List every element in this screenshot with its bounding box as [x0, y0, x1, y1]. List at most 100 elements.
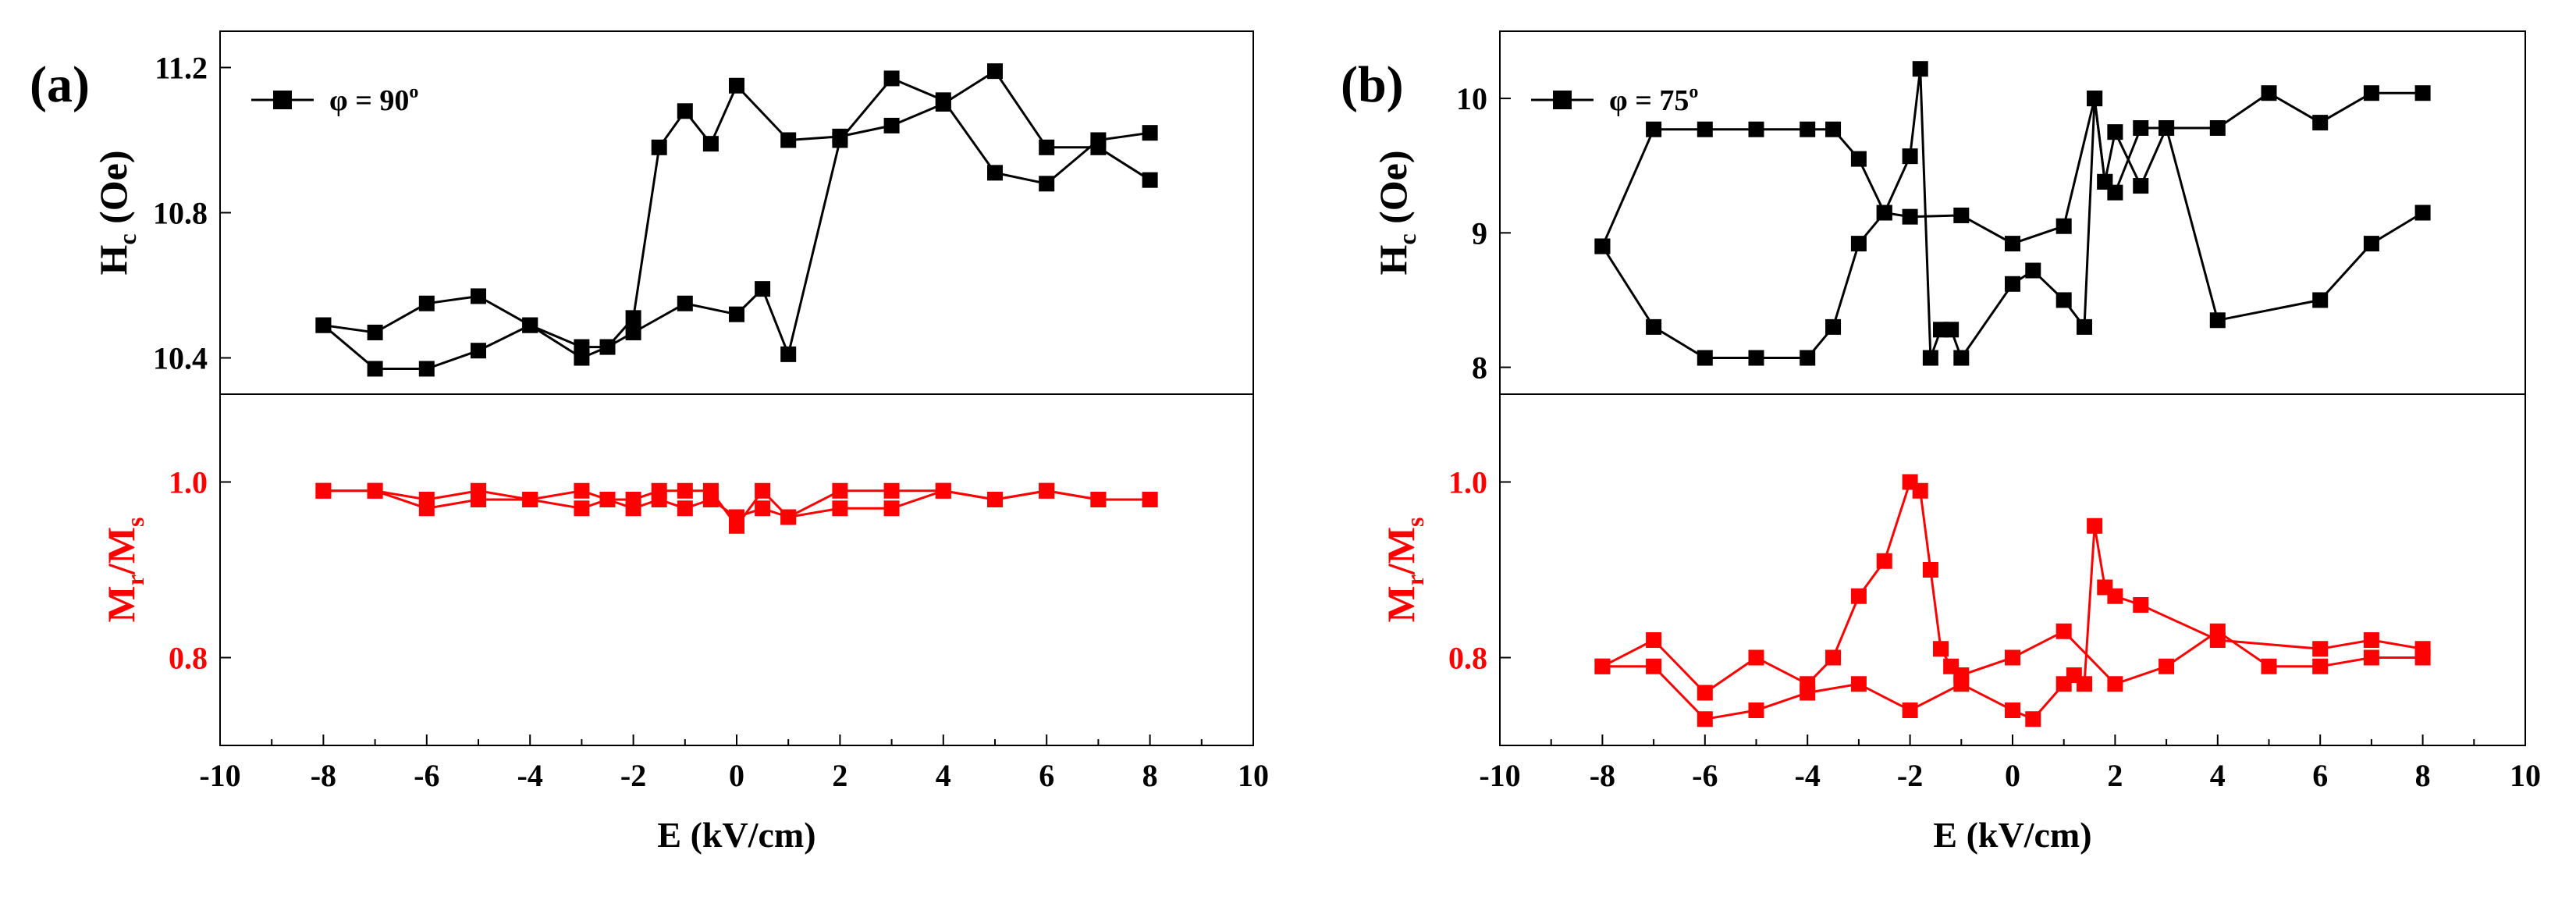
hc-data-point — [987, 63, 1003, 80]
hc-data-point — [987, 165, 1003, 181]
hc-axis-label: Hc (Oe) — [91, 151, 141, 276]
hc-data-point — [1953, 207, 1970, 223]
hc-data-point — [599, 339, 616, 355]
mr-ms-data-point — [2107, 676, 2123, 692]
legend-marker — [273, 91, 292, 109]
hc-data-point — [2097, 173, 2113, 190]
y-tick-label: 1.0 — [169, 465, 208, 500]
mr-ms-data-point — [315, 482, 332, 499]
hc-data-point — [1039, 176, 1055, 192]
mr-ms-data-point — [1902, 702, 1918, 718]
mr-ms-data-point — [2005, 649, 2020, 666]
hc-data-point — [832, 132, 848, 148]
x-tick-label: 10 — [1238, 758, 1269, 793]
x-tick-label: 10 — [2510, 758, 2541, 793]
mr-ms-data-point — [2055, 676, 2072, 692]
hc-data-point — [1912, 61, 1928, 77]
mr-ms-data-point — [935, 482, 951, 499]
hc-data-point — [2363, 236, 2379, 252]
hc-data-point — [780, 132, 797, 148]
hc-data-point — [780, 346, 797, 362]
mr-ms-data-point — [729, 509, 744, 525]
mr-ms-data-point — [780, 509, 797, 525]
panel-label: (b) — [1341, 56, 1404, 113]
mr-ms-data-point — [2055, 623, 2072, 639]
mr-ms-data-point — [883, 500, 900, 517]
y-tick-label: 8 — [1472, 350, 1487, 386]
hc-data-point — [1646, 121, 1662, 137]
mr-ms-data-point — [2312, 658, 2329, 674]
hc-data-point — [2107, 124, 2123, 140]
mr-ms-data-point — [1748, 649, 1764, 666]
hc-data-point — [1646, 318, 1662, 335]
hc-data-point — [2209, 120, 2226, 136]
hc-data-point — [418, 361, 435, 377]
hc-data-point — [935, 92, 951, 108]
x-tick-label: -10 — [1479, 758, 1520, 793]
mr-ms-data-point — [2005, 702, 2020, 718]
x-tick-label: 6 — [2312, 758, 2328, 793]
hc-data-point — [2414, 205, 2431, 221]
mr-ms-data-point — [2363, 632, 2379, 648]
mr-ms-data-point — [2159, 658, 2175, 674]
hc-data-point — [1922, 350, 1938, 366]
mr-ms-data-point — [1646, 632, 1662, 648]
mr-ms-data-point — [677, 500, 693, 517]
hc-data-point — [2055, 218, 2072, 234]
hc-data-point — [2159, 120, 2175, 136]
mr-ms-data-point — [2261, 658, 2277, 674]
mr-ms-data-point — [1922, 562, 1938, 578]
hc-subplot: 10.4 10.8 11.2 Hc (Oe) φ = 90o — [91, 51, 1158, 377]
mr-ms-data-point — [1748, 702, 1764, 718]
mr-ms-data-point — [2312, 641, 2329, 657]
legend-label: φ = 75o — [1609, 82, 1698, 117]
mr-ms-data-point — [832, 500, 848, 517]
hc-axis-label: Hc (Oe) — [1371, 151, 1421, 276]
y-tick-label: 9 — [1472, 215, 1487, 251]
mr-ms-data-point — [574, 482, 590, 499]
y-tick-label: 0.8 — [1448, 641, 1487, 676]
hc-data-point — [883, 70, 900, 87]
panel-label: (a) — [30, 56, 90, 113]
x-tick-label: -4 — [1795, 758, 1821, 793]
panel-a: (a) -10 -8 -6 -4 -2 0 2 4 6 8 10 E (kV/cm) 10.4 10.8 11… — [30, 30, 1269, 855]
hc-series-line-1 — [1601, 69, 2423, 361]
mr-ms-data-point — [1800, 685, 1816, 701]
mr-ms-data-point — [1646, 658, 1662, 674]
hc-data-point — [1876, 205, 1892, 221]
hc-data-point — [1800, 121, 1816, 137]
hc-data-point — [2025, 262, 2041, 279]
hc-data-point — [702, 136, 719, 152]
mr-ms-subplot: 0.8 1.0 Mr/Ms — [99, 465, 1158, 676]
mr-ms-data-point — [2097, 579, 2113, 596]
mr-ms-axis-label: Mr/Ms — [1379, 518, 1429, 623]
hc-data-point — [1850, 151, 1867, 167]
hc-data-point — [1697, 121, 1713, 137]
mr-ms-data-point — [1697, 685, 1713, 701]
x-tick-label: -6 — [1692, 758, 1718, 793]
hc-data-point — [1142, 125, 1158, 141]
x-tick-label: 0 — [729, 758, 744, 793]
mr-ms-data-point — [599, 492, 616, 507]
hc-data-point — [2312, 292, 2329, 308]
mr-ms-data-point — [1850, 588, 1867, 604]
mr-ms-data-point — [1594, 658, 1611, 674]
x-tick-label: -8 — [311, 758, 336, 793]
hc-data-point — [2087, 91, 2103, 107]
legend-marker — [1553, 91, 1572, 109]
hc-data-point — [471, 343, 486, 359]
hc-data-point — [651, 139, 667, 155]
mr-ms-data-point — [522, 492, 538, 507]
x-tick-label: 2 — [832, 758, 847, 793]
mr-ms-data-point — [755, 482, 771, 499]
hc-data-point — [1902, 148, 1918, 165]
mr-ms-data-point — [832, 482, 848, 499]
mr-ms-data-point — [987, 492, 1003, 507]
hc-data-point — [2133, 120, 2149, 136]
hc-data-point — [1594, 238, 1611, 254]
mr-ms-data-point — [2363, 649, 2379, 666]
hc-data-point — [2414, 85, 2431, 101]
hc-data-point — [1953, 350, 1970, 366]
x-tick-label: 2 — [2107, 758, 2123, 793]
